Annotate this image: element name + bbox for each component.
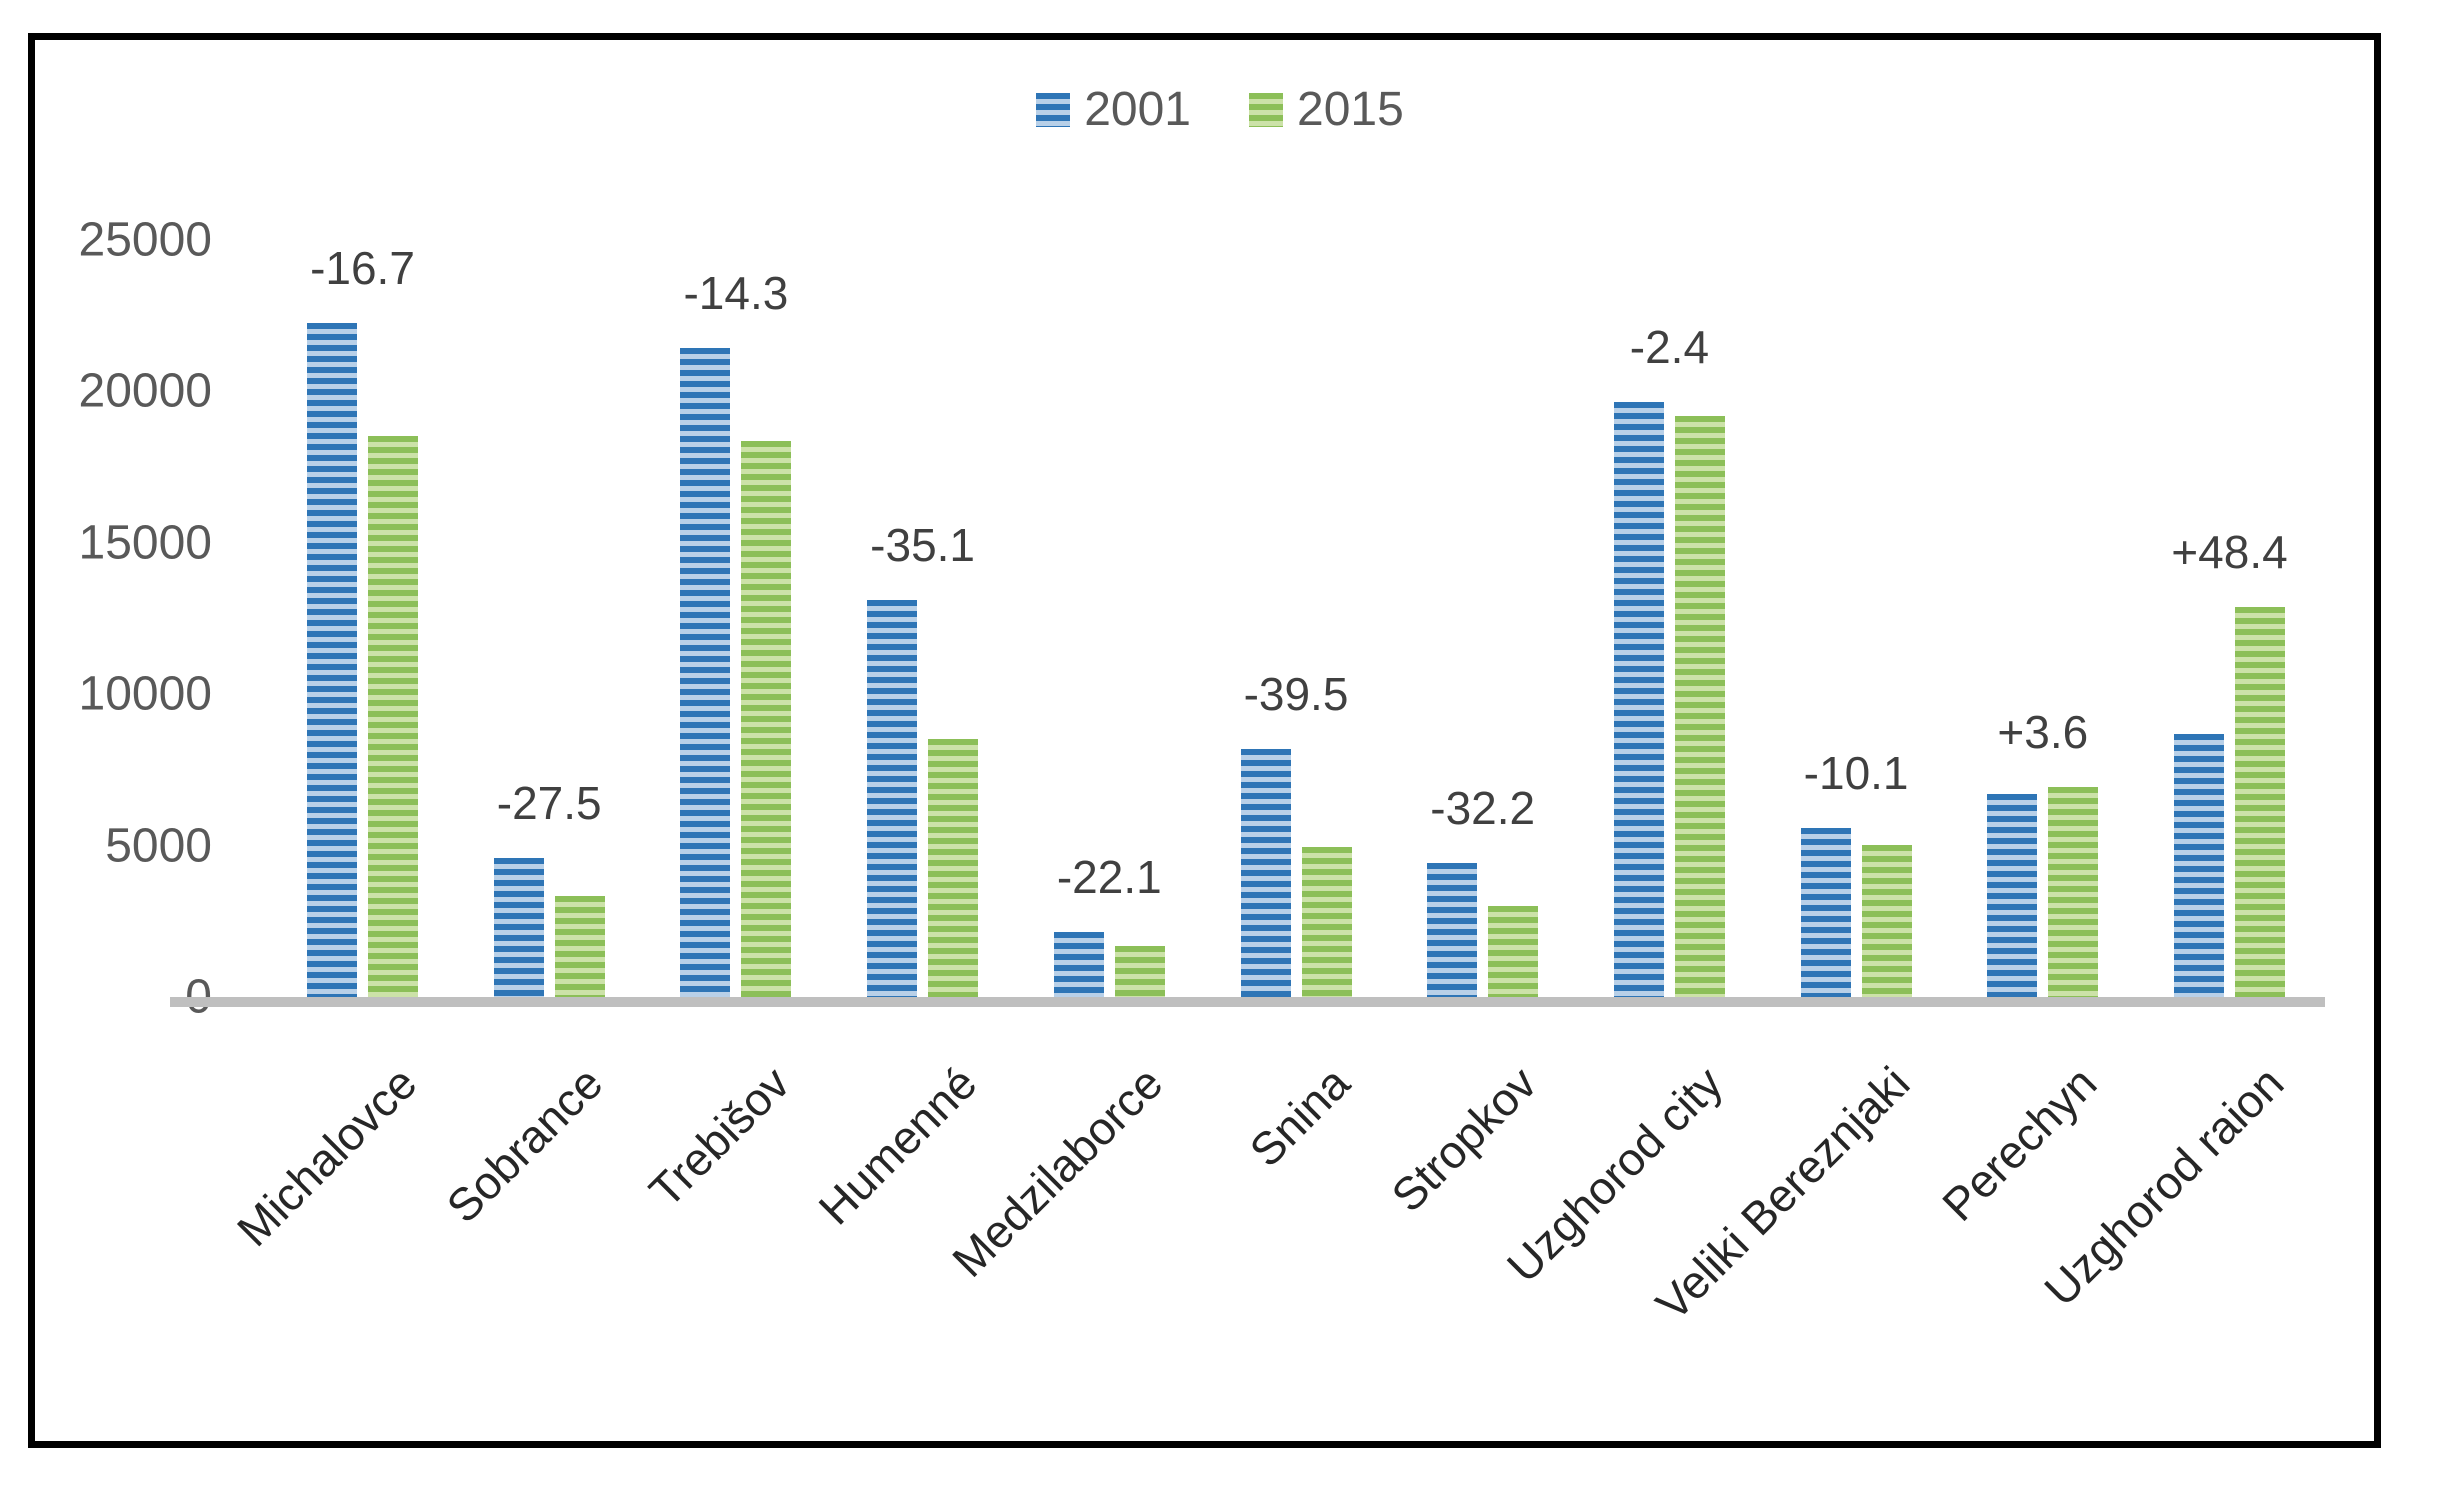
bar-2015-sobrance [554, 896, 605, 997]
bar-2001-stropkov [1427, 862, 1478, 997]
change-label-humenné: -35.1 [870, 519, 976, 572]
change-label-stropkov: -32.2 [1430, 781, 1536, 834]
bar-2001-uzghorod-raion [2174, 733, 2224, 997]
legend-label-2001: 2001 [1084, 83, 1191, 136]
bar-2015-michalovce [368, 435, 418, 997]
change-label-sobrance: -27.5 [496, 777, 602, 830]
bar-2015-uzghorod-city [1674, 416, 1725, 997]
bar-2015-veliki-bereznjaki [1861, 845, 1912, 997]
change-label-uzghorod-city: -2.4 [1629, 321, 1710, 373]
y-tick-label-15000: 15000 [78, 516, 212, 570]
legend: 2001 2015 [0, 82, 2440, 137]
bar-2001-uzghorod-city [1613, 401, 1664, 997]
legend-swatch-2015 [1249, 92, 1283, 127]
legend-swatch-2001 [1036, 92, 1071, 127]
legend-item-2001: 2001 [1036, 82, 1191, 137]
y-tick-label-20000: 20000 [78, 364, 212, 418]
bar-2001-humenné [867, 600, 918, 997]
bar-2001-medzilaborce [1053, 931, 1104, 997]
bar-2015-perechyn [2048, 786, 2099, 997]
bar-2015-snina [1301, 846, 1352, 997]
change-label-michalovce: -16.7 [310, 242, 415, 295]
legend-label-2015: 2015 [1297, 83, 1404, 136]
y-tick-label-10000: 10000 [78, 667, 212, 721]
change-label-trebišov: -14.3 [683, 266, 789, 319]
bar-2015-humenné [928, 739, 979, 997]
bar-2001-sobrance [493, 858, 544, 997]
legend-item-2015: 2015 [1249, 82, 1404, 137]
change-label-medzilaborce: -22.1 [1056, 850, 1162, 903]
bar-2001-perechyn [1987, 794, 2038, 997]
bar-2001-trebišov [680, 347, 731, 997]
bar-2015-trebišov [741, 440, 792, 997]
bar-2001-snina [1240, 749, 1291, 997]
y-tick-label-25000: 25000 [78, 213, 212, 267]
change-label-uzghorod-raion: +48.4 [2171, 525, 2288, 578]
bar-2015-stropkov [1488, 906, 1539, 997]
bar-2001-michalovce [307, 323, 357, 997]
bar-2015-medzilaborce [1114, 946, 1165, 997]
change-label-snina: -39.5 [1243, 668, 1349, 721]
y-tick-label-5000: 5000 [105, 819, 212, 873]
bar-2015-uzghorod-raion [2235, 606, 2285, 997]
change-label-veliki-bereznjaki: -10.1 [1803, 747, 1909, 800]
bar-2001-veliki-bereznjaki [1800, 828, 1851, 997]
x-axis-line [170, 997, 2325, 1007]
chart-frame-border [28, 33, 2381, 1448]
change-label-perechyn: +3.6 [1997, 705, 2089, 758]
